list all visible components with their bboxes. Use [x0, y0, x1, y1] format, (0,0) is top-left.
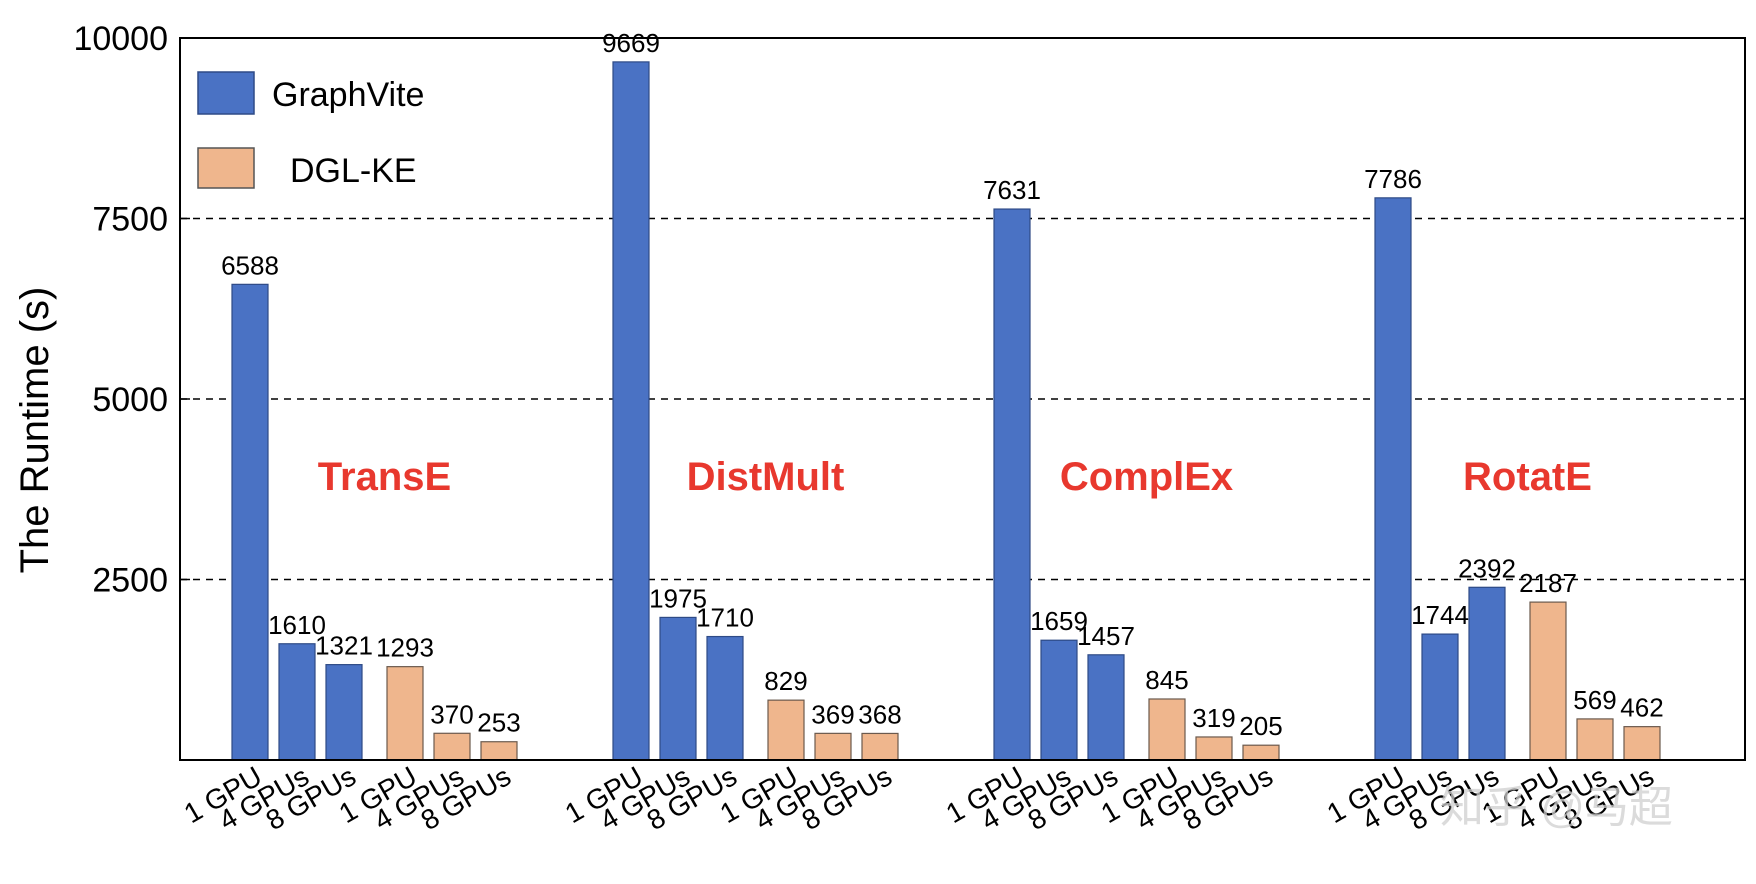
y-axis-ticks: 2500 5000 7500 10000: [73, 20, 190, 600]
bar-complex-graphvite-1: [1040, 639, 1078, 761]
bar-transe-graphvite-1: [278, 643, 316, 761]
data-label: 1975: [649, 583, 707, 613]
data-label: 9669: [602, 28, 660, 58]
bar-distmult-graphvite-0: [612, 61, 650, 761]
model-labels: TransE DistMult ComplEx RotatE: [318, 455, 1592, 499]
data-label: 1659: [1030, 606, 1088, 636]
bar-distmult-graphvite-1: [659, 616, 697, 761]
y-tick-label-10000: 10000: [73, 20, 168, 58]
bar-transe-graphvite-0: [231, 283, 269, 761]
bar-distmult-dgl-ke-3: [767, 699, 805, 761]
bars: [231, 61, 1661, 761]
watermark: 知乎 @马超: [1440, 783, 1673, 832]
y-tick-label-5000: 5000: [92, 381, 168, 419]
bar-distmult-dgl-ke-4: [814, 732, 852, 761]
data-label: 569: [1573, 685, 1616, 715]
bar-complex-graphvite-2: [1087, 654, 1125, 761]
bar-rotate-graphvite-1: [1421, 633, 1459, 761]
bar-complex-dgl-ke-3: [1148, 698, 1186, 761]
data-label: 2187: [1519, 568, 1577, 598]
bar-rotate-graphvite-0: [1374, 197, 1412, 761]
data-label: 319: [1192, 703, 1235, 733]
data-label: 253: [477, 708, 520, 738]
model-label-rotate: RotatE: [1463, 455, 1592, 499]
model-label-distmult: DistMult: [687, 455, 845, 499]
bar-rotate-dgl-ke-5: [1623, 726, 1661, 761]
bar-distmult-dgl-ke-5: [861, 732, 899, 761]
legend-label-graphvite: GraphVite: [272, 76, 424, 114]
legend-swatch-graphvite: [197, 71, 255, 115]
bar-complex-graphvite-0: [993, 208, 1031, 761]
bar-complex-dgl-ke-4: [1195, 736, 1233, 761]
legend-label-dglke: DGL-KE: [290, 152, 417, 190]
legend: GraphVite DGL-KE: [197, 71, 424, 190]
data-label: 845: [1145, 665, 1188, 695]
bar-rotate-dgl-ke-3: [1529, 601, 1567, 761]
bar-transe-dgl-ke-4: [433, 732, 471, 761]
y-axis-label: The Runtime (s): [13, 287, 57, 574]
data-label: 7631: [983, 175, 1041, 205]
data-label: 1744: [1411, 600, 1469, 630]
legend-swatch-dglke: [197, 147, 255, 189]
bar-complex-dgl-ke-5: [1242, 744, 1280, 761]
data-label: 1293: [376, 633, 434, 663]
data-label: 462: [1620, 693, 1663, 723]
data-label: 2392: [1458, 553, 1516, 583]
data-label: 369: [811, 699, 854, 729]
bar-transe-graphvite-2: [325, 664, 363, 761]
y-tick-label-2500: 2500: [92, 562, 168, 600]
y-tick-label-7500: 7500: [92, 201, 168, 239]
data-label: 1710: [696, 603, 754, 633]
bar-rotate-graphvite-2: [1468, 586, 1506, 761]
data-label: 1610: [268, 610, 326, 640]
bar-rotate-dgl-ke-4: [1576, 718, 1614, 761]
data-label: 205: [1239, 711, 1282, 741]
data-label: 829: [764, 666, 807, 696]
bar-distmult-graphvite-2: [706, 635, 744, 761]
model-label-transe: TransE: [318, 455, 451, 499]
bar-transe-dgl-ke-5: [480, 741, 518, 761]
data-label: 7786: [1364, 164, 1422, 194]
data-label: 1321: [315, 631, 373, 661]
model-label-complex: ComplEx: [1060, 455, 1233, 499]
gridlines: [180, 217, 1745, 581]
data-label: 6588: [221, 250, 279, 280]
data-label: 1457: [1077, 621, 1135, 651]
bar-transe-dgl-ke-3: [386, 666, 424, 761]
data-label: 368: [858, 699, 901, 729]
data-label: 370: [430, 699, 473, 729]
